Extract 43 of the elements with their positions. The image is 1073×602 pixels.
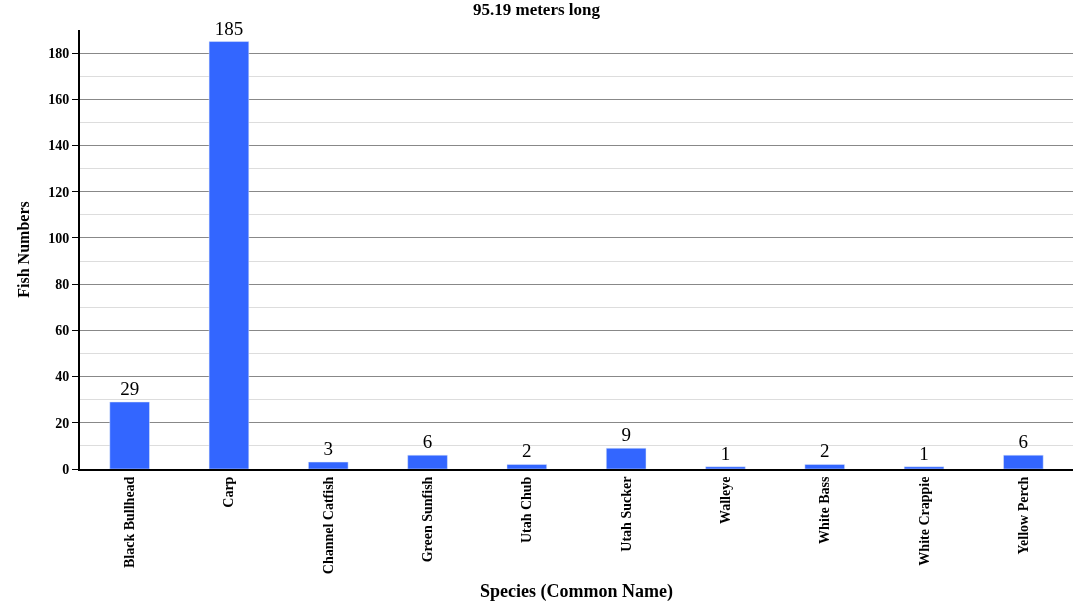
chart-title: 95.19 meters long [472, 0, 601, 19]
data-label: 1 [720, 442, 731, 464]
bar [506, 464, 547, 469]
data-label: 3 [323, 438, 333, 460]
x-tick-label: Carp [221, 476, 237, 508]
y-axis-title: Fish Numbers [14, 201, 32, 298]
y-tick-label: 160 [48, 92, 70, 108]
x-tick-label: Green Sunfish [420, 476, 436, 563]
bar [109, 401, 150, 469]
bar [903, 466, 945, 469]
x-tick-label: Black Bullhead [122, 476, 138, 569]
x-axis-title: Species (Common Name) [480, 581, 673, 602]
data-label: 2 [522, 440, 532, 462]
y-tick-label: 140 [48, 138, 70, 154]
x-tick-label: Yellow Perch [1015, 476, 1031, 555]
y-tick-label: 60 [55, 323, 70, 339]
data-label: 29 [120, 377, 140, 399]
x-tick-label: White Crappie [916, 476, 932, 566]
x-tick-label: Channel Catfish [320, 476, 336, 575]
y-tick-label: 40 [55, 369, 70, 385]
y-tick-label: 80 [55, 277, 70, 293]
bar [308, 461, 349, 469]
bar [705, 466, 746, 469]
data-label: 9 [621, 424, 631, 446]
bar [804, 464, 845, 469]
y-tick-label: 100 [48, 230, 70, 246]
y-tick-label: 0 [62, 461, 70, 477]
x-tick-label: Utah Chub [519, 476, 535, 544]
x-tick-label: Walleye [718, 476, 733, 525]
data-label: 1 [919, 442, 929, 464]
y-tick-label: 120 [48, 184, 70, 200]
bar [407, 454, 448, 469]
data-label: 6 [422, 431, 433, 453]
data-label: 6 [1018, 431, 1029, 453]
x-tick-label: White Bass [817, 476, 833, 544]
bar [606, 447, 647, 469]
data-label: 2 [820, 440, 830, 462]
y-tick-label: 180 [48, 46, 70, 62]
data-label: 185 [214, 17, 244, 39]
bar [208, 41, 250, 469]
x-tick-label: Utah Sucker [618, 476, 634, 552]
y-tick-label: 20 [55, 415, 70, 431]
bar [1003, 454, 1044, 469]
